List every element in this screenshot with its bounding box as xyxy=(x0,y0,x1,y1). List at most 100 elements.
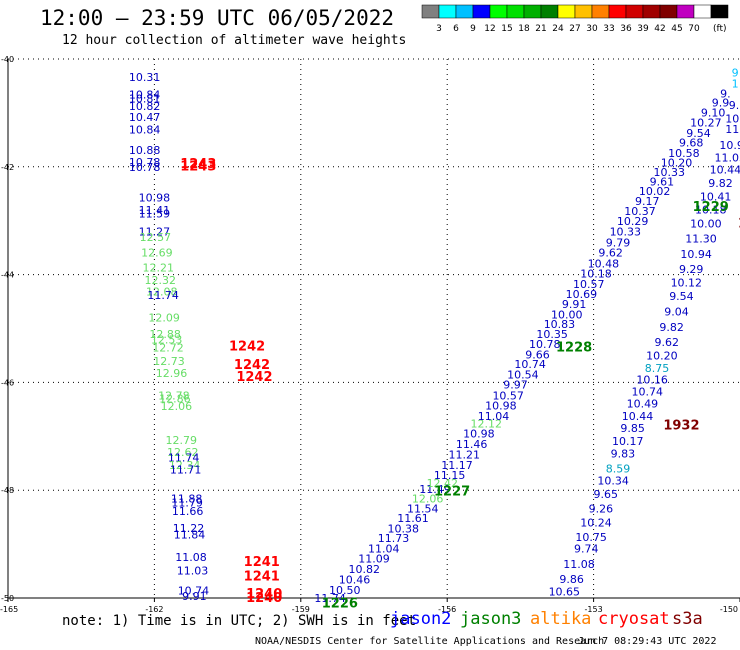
swh-data-label: 11.09 xyxy=(358,553,390,566)
pass-time-label: 1240 xyxy=(246,591,282,606)
swh-data-label: 12.88 xyxy=(149,328,181,341)
colorbar-tick-label: 70 xyxy=(688,24,700,34)
swh-data-label: 12.57 xyxy=(140,231,172,244)
legend-item-jason2: jason2 xyxy=(390,609,452,629)
swh-data-label: 10.54 xyxy=(507,368,539,381)
swh-data-label: 10.48 xyxy=(588,257,620,270)
swh-data-label: 9.85 xyxy=(620,422,645,435)
legend-item-s3a: s3a xyxy=(672,609,703,629)
swh-data-label: 11.15 xyxy=(434,469,466,482)
swh-data-label: 11.59 xyxy=(139,208,171,221)
swh-data-label: 11.30 xyxy=(685,232,717,245)
swh-data-label: 9.65 xyxy=(594,488,619,501)
swh-data-label: 10.41 xyxy=(700,190,732,203)
swh-data-label: 10.65 xyxy=(549,586,581,599)
swh-data-label: 10.58 xyxy=(668,147,700,160)
swh-data-label: 10.57 xyxy=(492,389,524,402)
swh-data-label: 10.18 xyxy=(580,268,612,281)
swh-data-label: 11.74 xyxy=(147,289,179,302)
pass-time-label: 1241 xyxy=(244,555,280,570)
y-tick-label: -46 xyxy=(1,378,14,387)
swh-data-label: 10.00 xyxy=(551,308,583,321)
swh-data-label: 11.84 xyxy=(174,528,206,541)
x-tick-label: -153 xyxy=(585,605,603,614)
swh-data-label: 10.78 xyxy=(529,338,561,351)
swh-data-label: 11.74 xyxy=(168,451,200,464)
legend-item-cryosat: cryosat xyxy=(598,609,670,629)
x-tick-label: -162 xyxy=(145,605,163,614)
swh-data-label: 11.88 xyxy=(171,492,203,505)
swh-data-label: 11.22 xyxy=(173,522,205,535)
pass-time-label: 1242 xyxy=(229,339,265,354)
swh-data-label: 10.20 xyxy=(646,349,678,362)
swh-data-label: 10.83 xyxy=(544,318,576,331)
swh-data-label: 9.82 xyxy=(708,177,733,190)
swh-data-label: 10.84 xyxy=(129,124,161,137)
swh-data-label: 9.83 xyxy=(611,448,636,461)
swh-data-label: 10.37 xyxy=(624,205,656,218)
swh-data-label: 9.66 xyxy=(525,348,550,361)
swh-data-label: 11.05 xyxy=(714,152,740,165)
swh-data-label: 10.74 xyxy=(178,584,210,597)
legend-item-jason3: jason3 xyxy=(460,609,522,629)
swh-data-label: 10.82 xyxy=(129,100,161,113)
pass-time-label: 1227 xyxy=(434,484,470,499)
swh-data-label: 9.1 xyxy=(729,99,740,112)
chart-title: 12:00 – 23:59 UTC 06/05/2022 xyxy=(40,6,395,30)
pass-time-label: 1240 xyxy=(246,587,282,602)
swh-data-label: 11.03 xyxy=(177,565,209,578)
colorbar-tick-label: 24 xyxy=(552,24,564,34)
y-tick-label: -50 xyxy=(1,594,14,603)
swh-data-label: 12.72 xyxy=(152,341,184,354)
swh-data-label: 10.24 xyxy=(580,517,612,530)
swh-data-label: 12.06 xyxy=(412,492,444,505)
colorbar-tick-label: 6 xyxy=(453,24,459,34)
swh-data-label: 12.86 xyxy=(159,393,191,406)
chart-subtitle: 12 hour collection of altimeter wave hei… xyxy=(62,33,407,48)
swh-data-label: 11.54 xyxy=(407,503,439,516)
swh-data-label: 9.17 xyxy=(635,195,660,208)
swh-data-label: 11.66 xyxy=(172,505,204,518)
swh-data-label: 9.62 xyxy=(655,336,680,349)
swh-data-label: 9.61 xyxy=(650,175,675,188)
swh-data-label: 9.62 xyxy=(598,247,623,260)
swh-data-label: 11.73 xyxy=(378,532,410,545)
swh-data-label: 9. xyxy=(720,87,731,100)
legend-item-altika: altika xyxy=(530,609,592,629)
swh-data-label: 9.26 xyxy=(589,503,614,516)
colorbar: 3 6 9 12 15 18 21 24 27 30 33 36 39 42 45 70 (ft) xyxy=(421,4,729,34)
swh-data-label: 9.79 xyxy=(606,236,631,249)
swh-data-label: 10.98 xyxy=(485,400,517,413)
swh-data-label: 9 xyxy=(732,66,739,79)
swh-data-label: 9.86 xyxy=(559,573,584,586)
x-tick-label: -156 xyxy=(438,605,456,614)
pass-time-label: 1229 xyxy=(693,200,729,215)
swh-data-label: 12.78 xyxy=(158,389,190,402)
swh-data-label: 9.04 xyxy=(664,305,689,318)
swh-data-label: 10.33 xyxy=(610,225,642,238)
pass-time-label: 1 xyxy=(738,216,740,231)
swh-data-label: 10.00 xyxy=(690,217,722,230)
colorbar-swatch xyxy=(710,4,729,19)
colorbar-tick-label: 39 xyxy=(637,24,649,34)
pass-time-label: 1932 xyxy=(663,419,699,434)
swh-data-label: 11.46 xyxy=(456,438,488,451)
swh-data-label: 10.18 xyxy=(695,203,727,216)
colorbar-tick-label: 21 xyxy=(535,24,546,34)
swh-data-label: 10.75 xyxy=(575,531,607,544)
swh-data-label: 10.20 xyxy=(661,156,693,169)
swh-data-label: 10.47 xyxy=(129,111,161,124)
swh-data-label: 9.91 xyxy=(182,590,207,603)
swh-data-label: 9.74 xyxy=(574,542,599,555)
timestamp-text: Jun 7 08:29:43 UTC 2022 xyxy=(578,636,717,647)
swh-data-label: 10.17 xyxy=(612,435,644,448)
swh-data-label: 12.34 xyxy=(169,459,201,472)
swh-data-label: 11.27 xyxy=(139,225,171,238)
colorbar-tick-label: 36 xyxy=(620,24,632,34)
swh-data-label: 10.29 xyxy=(617,215,649,228)
pass-time-label: 1226 xyxy=(322,596,358,611)
swh-data-label: 8.75 xyxy=(645,362,670,375)
swh-data-label: 9.54 xyxy=(669,290,694,303)
swh-data-label: 11.17 xyxy=(441,459,473,472)
swh-data-label: 9.54 xyxy=(686,127,711,140)
